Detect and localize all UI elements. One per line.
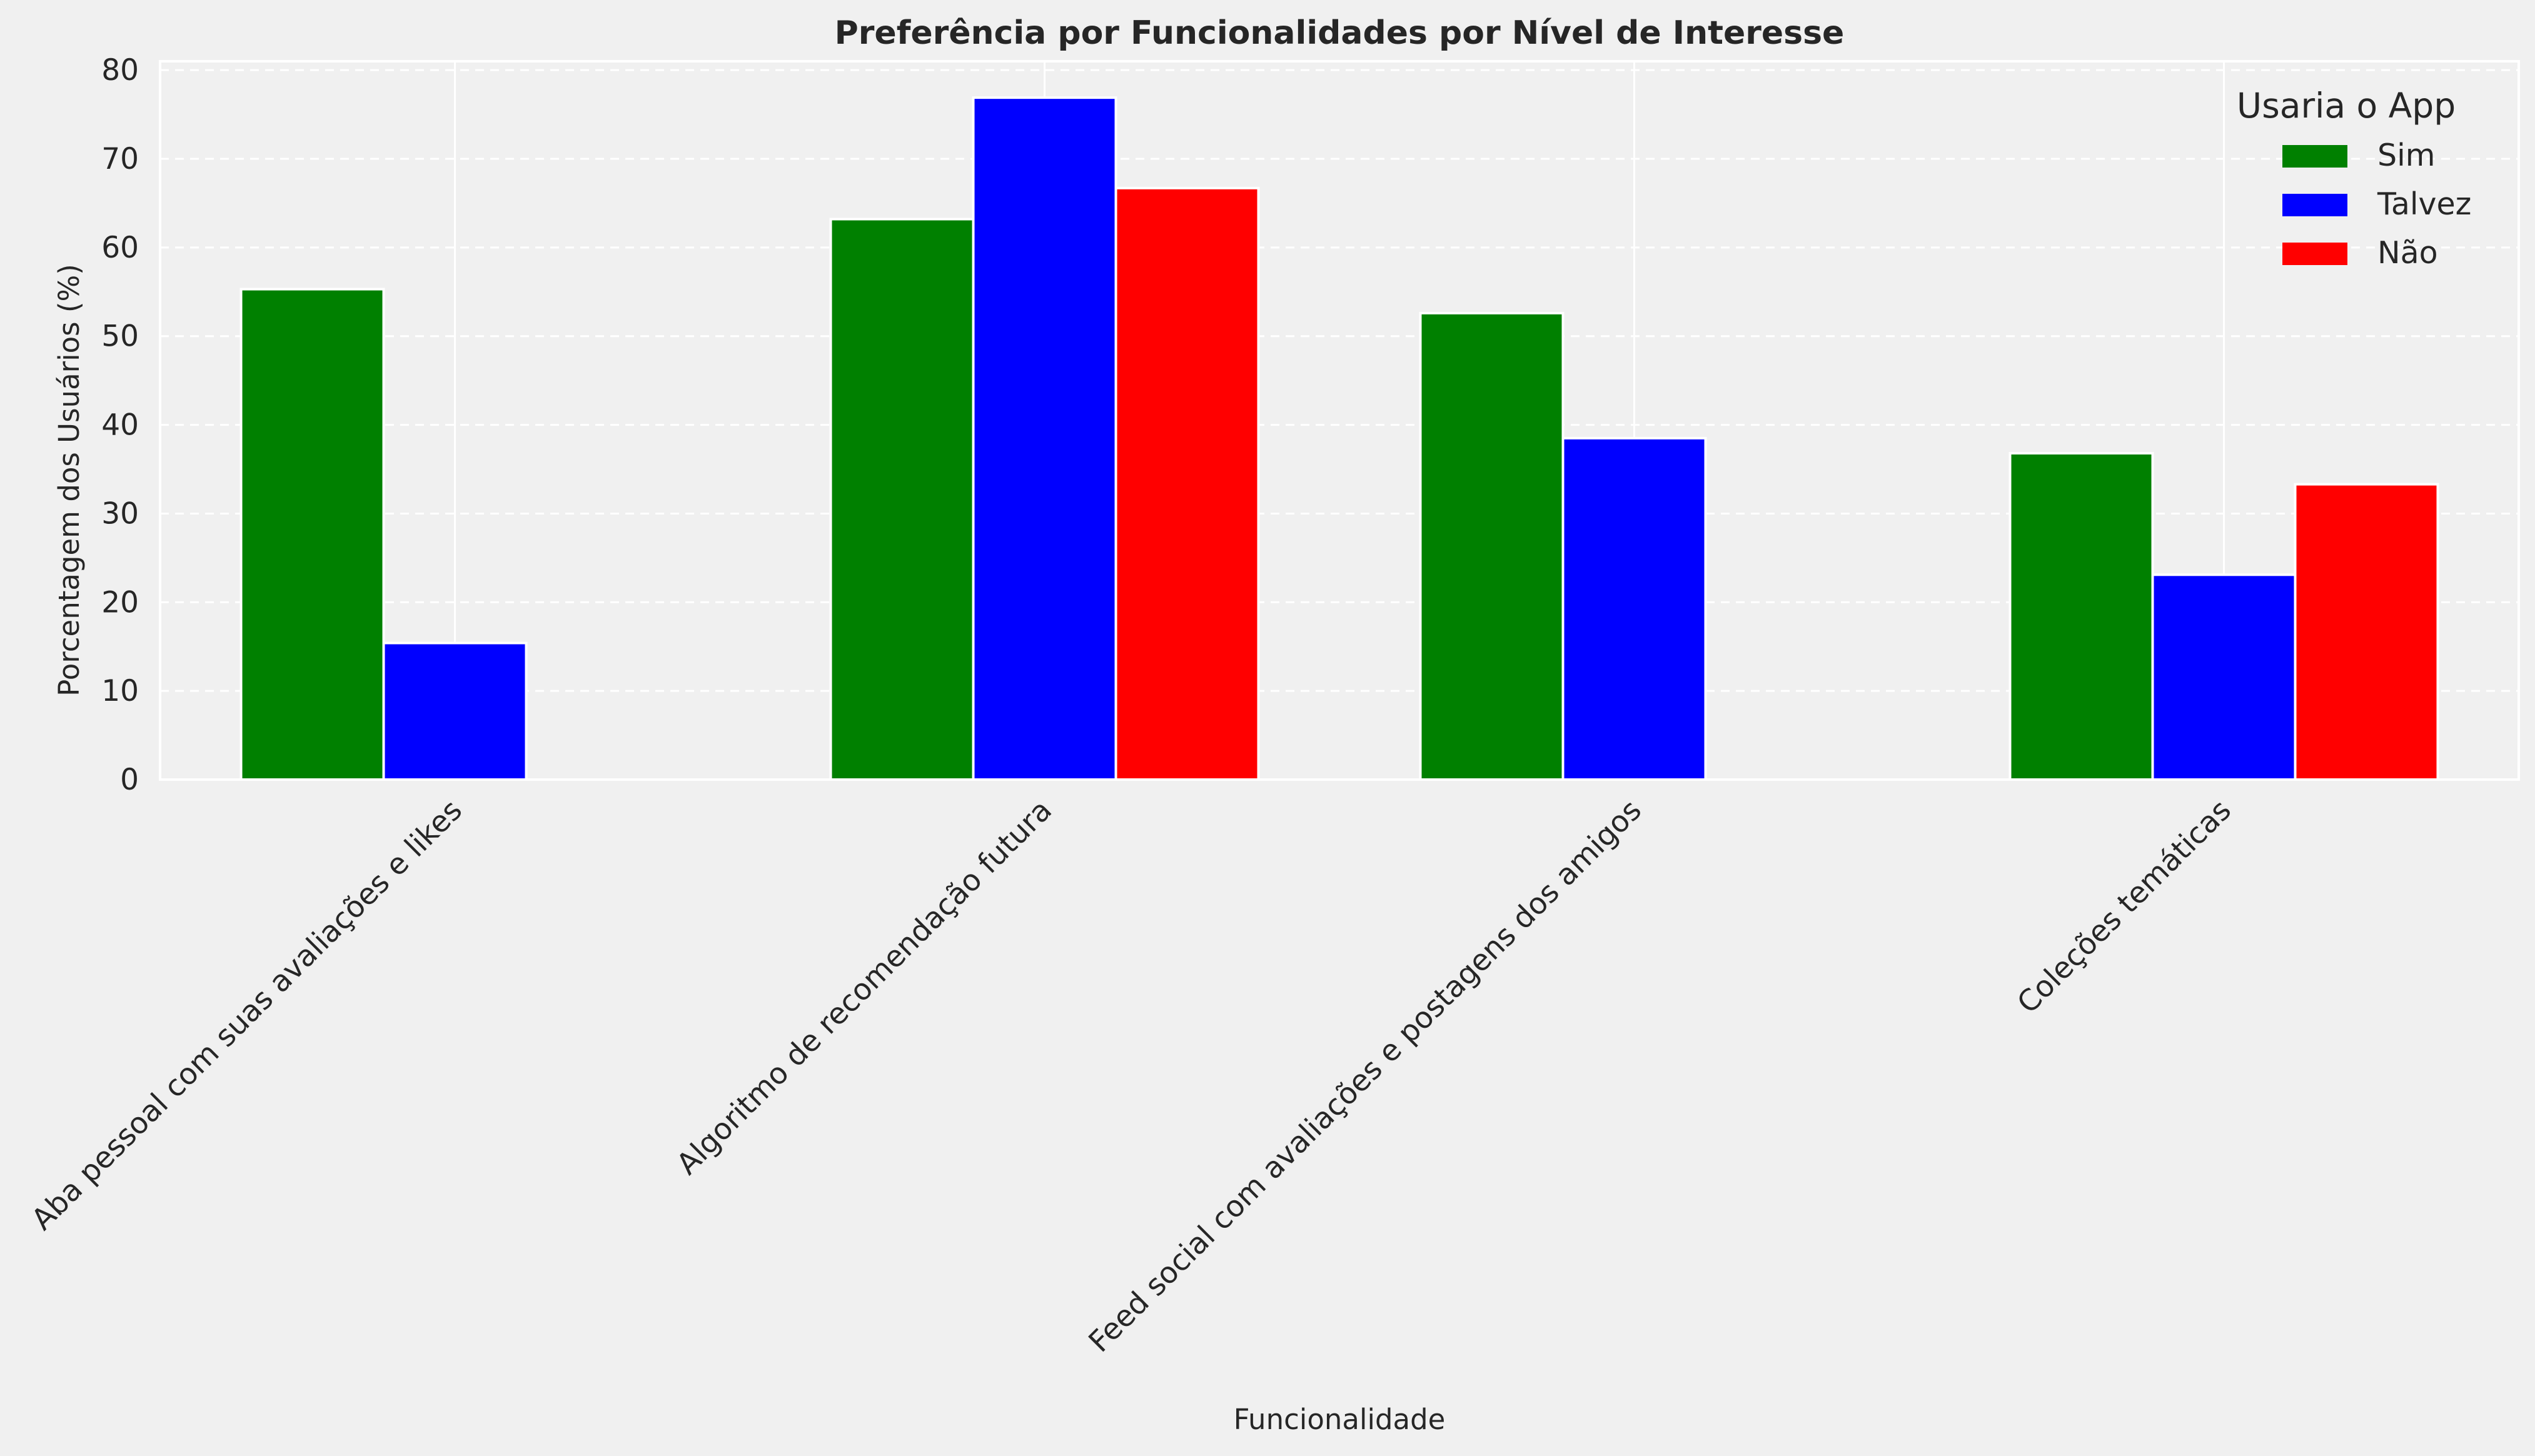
bar-talvez-3 bbox=[2151, 573, 2297, 781]
x-tick-label: Aba pessoal com suas avaliações e likes bbox=[25, 793, 469, 1237]
bar-talvez-0 bbox=[382, 641, 528, 781]
y-tick-label: 80 bbox=[101, 53, 139, 88]
y-tick-label: 10 bbox=[101, 674, 139, 708]
y-tick-label: 50 bbox=[101, 319, 139, 354]
bar-talvez-2 bbox=[1561, 436, 1707, 781]
x-tick-label: Feed social com avaliações e postagens d… bbox=[1082, 793, 1648, 1359]
y-axis-label: Porcentagem dos Usuários (%) bbox=[53, 264, 86, 696]
bar-n-o-1 bbox=[1114, 186, 1260, 781]
legend-label: Sim bbox=[2377, 138, 2435, 173]
bar-talvez-1 bbox=[972, 96, 1117, 781]
y-tick-label: 70 bbox=[101, 142, 139, 176]
y-tick-label: 20 bbox=[101, 585, 139, 620]
legend-swatch-0 bbox=[2282, 145, 2347, 168]
bar-n-o-3 bbox=[2294, 483, 2439, 781]
y-tick-label: 60 bbox=[101, 231, 139, 265]
chart-title: Preferência por Funcionalidades por Níve… bbox=[835, 14, 1845, 52]
bar-sim-3 bbox=[2008, 451, 2154, 781]
y-tick-label: 30 bbox=[101, 496, 139, 531]
x-axis-label: Funcionalidade bbox=[1234, 1403, 1446, 1436]
y-tick-label: 0 bbox=[120, 763, 139, 797]
x-tick-label: Algoritmo de recomendação futura bbox=[670, 793, 1059, 1182]
y-axis: 0 10 20 30 40 50 60 70 80 bbox=[101, 53, 139, 797]
legend: Usaria o App Sim Talvez Não bbox=[2237, 86, 2471, 271]
legend-title: Usaria o App bbox=[2237, 86, 2456, 126]
y-tick-label: 40 bbox=[101, 408, 139, 443]
x-axis: Aba pessoal com suas avaliações e likes A… bbox=[25, 793, 2238, 1359]
bar-sim-2 bbox=[1419, 311, 1565, 781]
legend-label: Não bbox=[2377, 235, 2438, 271]
legend-label: Talvez bbox=[2377, 186, 2471, 222]
bar-sim-1 bbox=[829, 218, 975, 781]
bar-sim-0 bbox=[239, 288, 385, 781]
legend-swatch-1 bbox=[2282, 194, 2347, 216]
legend-swatch-2 bbox=[2282, 243, 2347, 265]
x-tick-label: Coleções temáticas bbox=[2011, 793, 2238, 1020]
bars bbox=[239, 96, 2439, 781]
